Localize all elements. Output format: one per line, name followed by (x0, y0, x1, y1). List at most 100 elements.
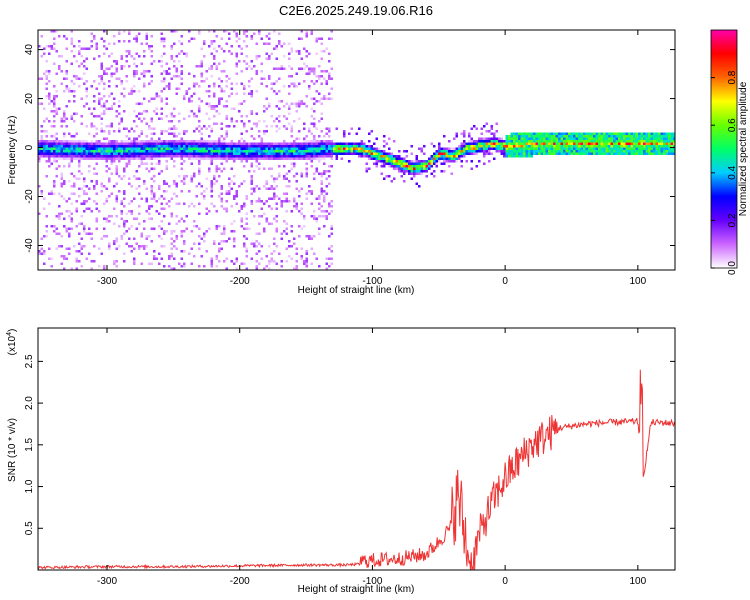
spectrogram-cell (485, 147, 488, 150)
spectrogram-cell (208, 155, 211, 158)
spectrogram-cell (523, 147, 526, 150)
spectrogram-cell (318, 145, 321, 148)
spectrogram-cell (280, 152, 283, 155)
spectrogram-cell (120, 120, 123, 123)
spectrogram-cell (85, 140, 88, 143)
spectrogram-cell (155, 152, 158, 155)
spectrogram-cell (585, 147, 588, 150)
spectrogram-cell (225, 75, 228, 78)
spectrogram-cell (348, 147, 351, 150)
spectrogram-cell (95, 132, 98, 135)
spectrogram-cell (565, 150, 568, 153)
spectrogram-cell (95, 207, 98, 210)
spectrogram-cell (600, 152, 603, 155)
spectrogram-cell (148, 155, 151, 158)
spectrogram-cell (178, 152, 181, 155)
spectrogram-cell (65, 85, 68, 88)
spectrogram-cell (103, 30, 106, 33)
spectrogram-cell (255, 267, 258, 270)
spectrogram-cell (43, 140, 46, 143)
spectrogram-cell (558, 135, 561, 138)
spectrogram-cell (208, 135, 211, 138)
spectrogram-cell (38, 145, 41, 148)
spectrogram-cell (295, 147, 298, 150)
spectrogram-cell (243, 60, 246, 63)
spectrogram-cell (93, 150, 96, 153)
spectrogram-cell (475, 150, 478, 153)
spectrogram-cell (160, 40, 163, 43)
spectrogram-cells (38, 30, 675, 270)
spectrogram-cell (168, 200, 171, 203)
spectrogram-cell (300, 255, 303, 258)
spectrogram-cell (160, 100, 163, 103)
spectrogram-cell (490, 140, 493, 143)
spectrogram-cell (123, 127, 126, 130)
spectrogram-cell (170, 147, 173, 150)
spectrogram-cell (250, 142, 253, 145)
spectrogram-cell (125, 55, 128, 58)
spectrogram-cell (228, 32, 231, 35)
spectrogram-cell (113, 145, 116, 148)
spectrogram-cell (605, 135, 608, 138)
spectrogram-cell (138, 192, 141, 195)
spectrogram-cell (118, 225, 121, 228)
spectrogram-cell (398, 157, 401, 160)
spectrogram-cell (468, 142, 471, 145)
spectrogram-cell (270, 150, 273, 153)
spectrogram-cell (565, 152, 568, 155)
spectrogram-cell (195, 142, 198, 145)
spectrogram-cell (285, 145, 288, 148)
spectrogram-cell (83, 225, 86, 228)
x-tick-label: -100 (362, 276, 382, 287)
spectrogram-cell (100, 142, 103, 145)
spectrogram-cell (68, 252, 71, 255)
spectrogram-cell (533, 132, 536, 135)
spectrogram-cell (480, 142, 483, 145)
spectrogram-cell (48, 102, 51, 105)
spectrogram-cell (388, 157, 391, 160)
spectrogram-cell (270, 185, 273, 188)
spectrogram-cell (570, 152, 573, 155)
spectrogram-cell (550, 135, 553, 138)
spectrogram-cell (68, 145, 71, 148)
spectrogram-cell (190, 155, 193, 158)
spectrogram-cell (193, 115, 196, 118)
spectrogram-cell (168, 120, 171, 123)
spectrogram-cell (128, 162, 131, 165)
spectrogram-cell (300, 227, 303, 230)
spectrogram-cell (235, 82, 238, 85)
spectrogram-cell (330, 232, 333, 235)
spectrogram-cell (250, 92, 253, 95)
spectrogram-cell (310, 160, 313, 163)
spectrogram-cell (230, 117, 233, 120)
spectrogram-cell (163, 232, 166, 235)
spectrogram-cell (230, 120, 233, 123)
spectrogram-cell (355, 145, 358, 148)
spectrogram-cell (100, 112, 103, 115)
spectrogram-cell (118, 160, 121, 163)
spectrogram-cell (138, 245, 141, 248)
spectrogram-cell (40, 252, 43, 255)
spectrogram-cell (530, 140, 533, 143)
spectrogram-cell (158, 187, 161, 190)
spectrogram-cell (298, 37, 301, 40)
spectrogram-cell (208, 95, 211, 98)
spectrogram-cell (255, 260, 258, 263)
spectrogram-cell (303, 260, 306, 263)
spectrogram-cell (175, 202, 178, 205)
spectrogram-cell (323, 210, 326, 213)
spectrogram-cell (218, 225, 221, 228)
spectrogram-cell (403, 157, 406, 160)
spectrogram-cell (533, 140, 536, 143)
spectrogram-cell (150, 167, 153, 170)
spectrogram-cell (105, 67, 108, 70)
spectrogram-cell (218, 102, 221, 105)
spectrogram-cell (113, 147, 116, 150)
spectrogram-cell (240, 70, 243, 73)
spectrogram-cell (155, 147, 158, 150)
spectrogram-cell (235, 120, 238, 123)
spectrogram-cell (78, 152, 81, 155)
spectrogram-cell (425, 175, 428, 178)
spectrogram-cell (178, 120, 181, 123)
spectrogram-cell (298, 147, 301, 150)
